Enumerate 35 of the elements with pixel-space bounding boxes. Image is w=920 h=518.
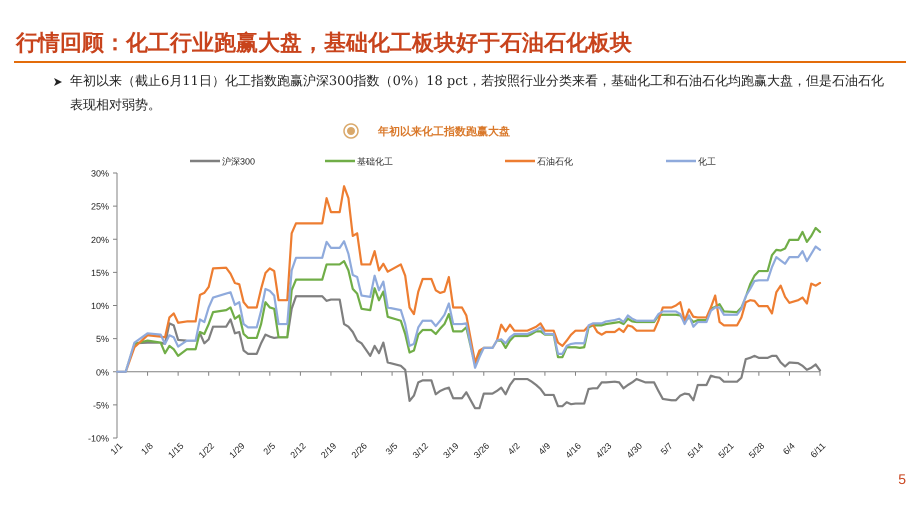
x-tick-label: 4/16 bbox=[563, 440, 583, 460]
x-tick-label: 6/11 bbox=[808, 440, 828, 460]
x-tick-label: 2/5 bbox=[261, 440, 278, 457]
legend-label: 石油石化 bbox=[537, 156, 573, 166]
y-tick-label: 10% bbox=[90, 301, 109, 311]
x-tick-label: 4/9 bbox=[536, 440, 552, 457]
y-tick-label: 5% bbox=[96, 334, 109, 344]
legend-label: 沪深300 bbox=[222, 156, 256, 166]
y-tick-label: -5% bbox=[92, 400, 109, 410]
x-tick-label: 5/14 bbox=[686, 440, 706, 460]
legend-label: 化工 bbox=[698, 156, 716, 166]
x-tick-label: 4/2 bbox=[506, 440, 522, 457]
y-tick-label: -10% bbox=[88, 434, 109, 444]
legend-label: 基础化工 bbox=[357, 156, 393, 166]
x-tick-label: 4/30 bbox=[624, 440, 644, 460]
text: 5 bbox=[898, 471, 906, 487]
x-tick-label: 3/26 bbox=[472, 440, 492, 460]
chart-subtitle: 年初以来（截止6月11日）化工指数跑赢沪深300指数（0%）18 pct，若按照行业分类来看，基础化工和石油石化均跑赢大盘，但是石油石化表现相对弱势。 bbox=[69, 73, 885, 115]
y-tick-label: 0% bbox=[96, 367, 109, 378]
x-tick-label: 4/23 bbox=[594, 440, 614, 460]
x-tick-label: 5/28 bbox=[746, 440, 766, 460]
x-tick-label: 1/8 bbox=[139, 440, 156, 457]
x-tick-label: 6/4 bbox=[780, 440, 797, 457]
chart-title: 行情回顾：化工行业跑赢大盘，基础化工板块好于石油石化板块 bbox=[15, 30, 632, 55]
x-tick-label: 3/19 bbox=[441, 440, 461, 460]
x-tick-label: 3/12 bbox=[410, 440, 430, 460]
y-tick-label: 30% bbox=[90, 168, 109, 178]
y-tick-label: 15% bbox=[90, 268, 109, 278]
x-tick-label: 5/21 bbox=[716, 440, 736, 460]
x-tick-label: 1/1 bbox=[108, 440, 124, 457]
x-tick-label: 3/5 bbox=[384, 440, 400, 457]
text: 年初以来化工指数跑赢大盘 bbox=[377, 125, 510, 138]
y-tick-label: 20% bbox=[90, 234, 109, 245]
x-tick-label: 5/7 bbox=[658, 440, 675, 457]
y-tick-label: 25% bbox=[90, 202, 109, 212]
